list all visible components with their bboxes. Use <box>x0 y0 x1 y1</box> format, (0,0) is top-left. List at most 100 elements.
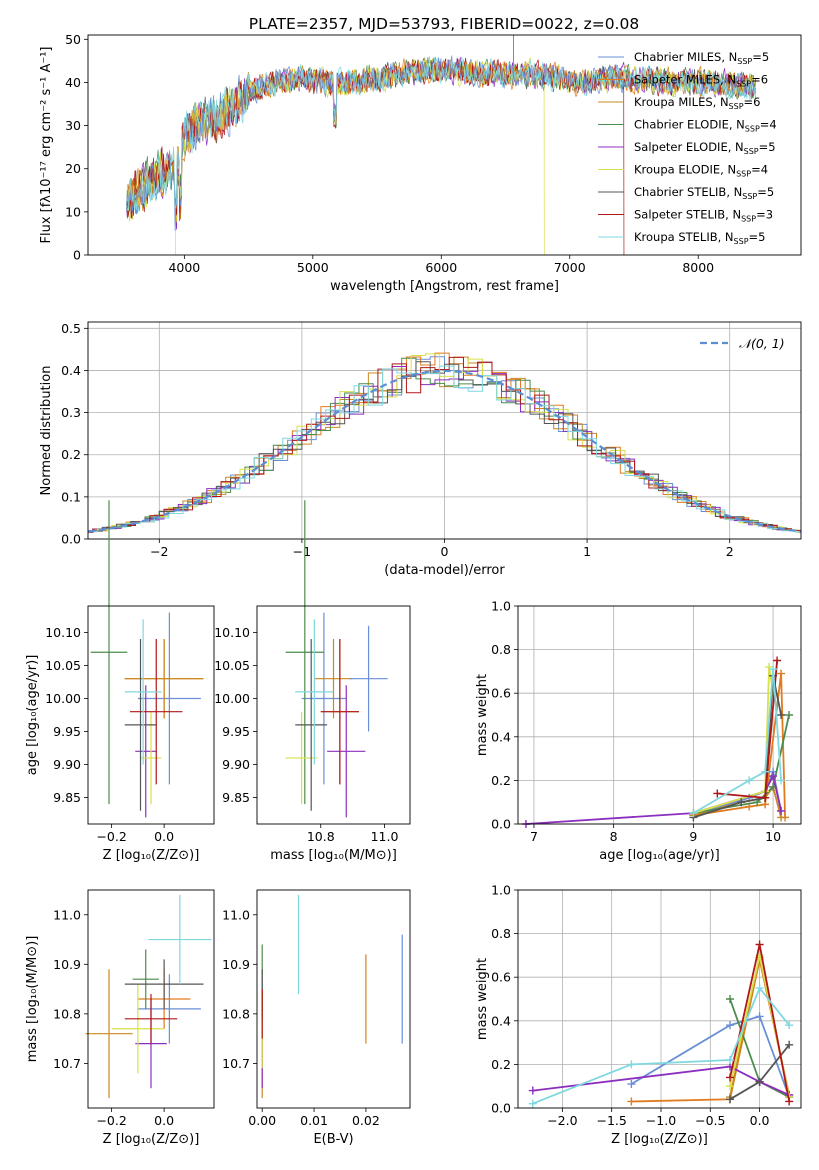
x-tick-label: −1.0 <box>646 1113 676 1128</box>
x-tick-label: 1 <box>583 544 591 559</box>
legend-label-sub: SSP <box>736 170 751 179</box>
weight-marker <box>528 1086 537 1095</box>
weight-marker <box>777 776 786 785</box>
legend-label-tail: =4 <box>751 163 768 177</box>
axes-frame <box>517 605 802 825</box>
histogram-series-5 <box>88 353 801 533</box>
y-tick-label: 50 <box>65 32 81 47</box>
y-tick-label: 10.8 <box>222 1006 250 1021</box>
y-tick-label: 20 <box>65 161 81 176</box>
y-tick-label: 10.00 <box>214 691 250 706</box>
legend-label: Kroupa ELODIE, NSSP=4 <box>634 163 768 179</box>
weight-marker <box>785 1040 794 1049</box>
legend-label-text: Chabrier MILES, N <box>634 50 737 64</box>
weight-line-4 <box>532 1065 790 1096</box>
legend-label-tail: =5 <box>749 230 766 244</box>
x-tick-label: 10.8 <box>307 829 335 844</box>
legend-label-tail: =3 <box>756 208 773 222</box>
y-tick-label: 10 <box>65 204 81 219</box>
y-tick-label: 0.5 <box>61 321 81 336</box>
legend-label-tail: =5 <box>759 140 776 154</box>
x-tick-label: 0.01 <box>300 1113 328 1128</box>
spectrum-line-8 <box>126 56 756 213</box>
y-tick-label: 9.95 <box>53 724 81 739</box>
y-tick-label: 1.0 <box>491 883 511 898</box>
y-tick-label: 30 <box>65 118 81 133</box>
histogram-series-8 <box>88 365 801 533</box>
x-axis-label: mass [log₁₀(M/M⊙)] <box>270 848 397 863</box>
weight-marker <box>627 1097 636 1106</box>
y-tick-label: 9.90 <box>222 757 250 772</box>
legend-label: Chabrier MILES, NSSP=5 <box>634 50 769 66</box>
x-tick-label: −0.2 <box>96 829 126 844</box>
x-axis-label: (data-model)/error <box>384 563 505 578</box>
x-tick-label: 0.02 <box>352 1113 380 1128</box>
legend-label-sub: SSP <box>736 80 751 89</box>
x-tick-label: −1.5 <box>596 1113 626 1128</box>
legend-label: Kroupa MILES, NSSP=6 <box>634 95 760 111</box>
y-tick-label: 0.8 <box>491 926 511 941</box>
weight-marker <box>726 1082 735 1091</box>
plot-area-mass-vs-ebv <box>261 894 403 1099</box>
gaussian-curve <box>88 369 801 533</box>
weight-marker <box>627 1060 636 1069</box>
y-tick-label: 10.7 <box>53 1056 81 1071</box>
legend-label: Salpeter MILES, NSSP=6 <box>634 73 768 89</box>
y-tick-label: 0.2 <box>491 1057 511 1072</box>
weight-marker <box>773 656 782 665</box>
y-tick-label: 40 <box>65 75 81 90</box>
y-tick-label: 1.0 <box>491 599 511 614</box>
y-tick-label: 0.3 <box>61 405 81 420</box>
y-axis-label: Normed distribution <box>39 366 54 496</box>
legend-label-text: Chabrier ELODIE, N <box>634 118 745 132</box>
x-axis-label: Z [log₁₀(Z/Z⊙)] <box>611 1132 708 1147</box>
plot-area-mass-vs-Z <box>85 894 212 1099</box>
legend-label-tail: =4 <box>760 118 777 132</box>
weight-marker <box>726 1056 735 1065</box>
legend-label-sub: SSP <box>734 237 749 246</box>
y-tick-label: 9.90 <box>53 757 81 772</box>
y-tick-label: 10.00 <box>45 691 81 706</box>
panel-spectrum: 4000 5000 6000 7000 8000 0 10 20 30 40 50 wavelengt… <box>39 32 802 294</box>
plot-area-mass-weight-vs-age <box>521 656 794 828</box>
y-tick-label: 10.8 <box>53 1006 81 1021</box>
weight-marker <box>713 789 722 798</box>
y-axis-label: mass [log₁₀(M/M⊙)] <box>25 936 40 1063</box>
weight-marker <box>761 793 770 802</box>
plot-area-age-vs-mass <box>285 500 388 818</box>
plot-area-residuals <box>88 352 801 534</box>
legend-label-text: Kroupa STELIB, N <box>634 230 734 244</box>
legend-label-tail: =5 <box>752 50 769 64</box>
x-tick-label: 0.0 <box>154 829 174 844</box>
weight-marker <box>785 1097 794 1106</box>
weight-marker <box>726 1021 735 1030</box>
x-tick-label: 6000 <box>425 260 457 275</box>
x-tick-label: 10 <box>765 829 781 844</box>
legend-label-tail: =6 <box>744 95 761 109</box>
legend-label-text: Kroupa ELODIE, N <box>634 163 736 177</box>
legend-label-tail: =5 <box>757 185 774 199</box>
y-tick-label: 10.10 <box>45 625 81 640</box>
x-tick-label: 0.00 <box>248 1113 276 1128</box>
y-tick-label: 11.0 <box>222 907 250 922</box>
x-tick-label: −2 <box>150 544 168 559</box>
plot-area-age-vs-Z <box>90 500 204 818</box>
y-tick-label: 11.0 <box>53 907 81 922</box>
y-tick-label: 0.1 <box>61 489 81 504</box>
x-tick-label: 7 <box>530 829 538 844</box>
weight-marker <box>761 767 770 776</box>
axes-frame <box>87 321 802 540</box>
x-tick-label: 11.0 <box>371 829 399 844</box>
weight-marker <box>726 1095 735 1104</box>
weight-line-5 <box>693 666 774 814</box>
axes-frame <box>517 889 802 1109</box>
axes-frame <box>87 34 802 256</box>
weight-marker <box>777 806 786 815</box>
y-tick-label: 0.2 <box>61 447 81 462</box>
plot-area-spectrum <box>126 35 756 255</box>
panel-mass-weight-vs-Z: −2.0 −1.5 −1.0 −0.5 0.0 0.0 0.2 0.4 0.6 0.8 1.0 Z [… <box>475 883 802 1147</box>
x-tick-label: 9 <box>689 829 697 844</box>
panel-residuals: −2 −1 0 1 2 0.0 0.1 0.2 0.3 0.4 0.5 (data-model)/er… <box>39 321 802 578</box>
legend-label-text: Salpeter ELODIE, N <box>634 140 744 154</box>
